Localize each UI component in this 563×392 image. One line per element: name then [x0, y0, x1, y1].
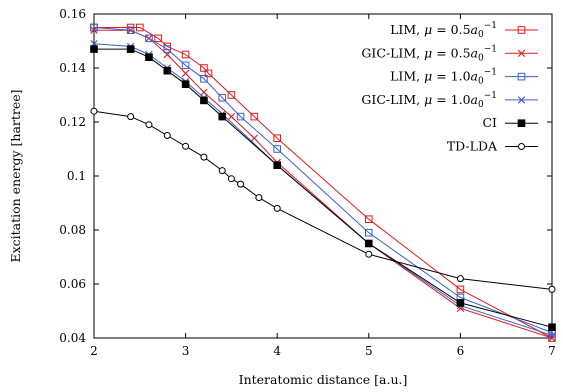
data-point	[548, 323, 556, 331]
y-tick-label: 0.1	[67, 169, 86, 183]
data-point	[456, 299, 465, 307]
legend-entry: TD-LDA	[447, 139, 538, 154]
data-point	[548, 285, 556, 293]
data-point	[154, 34, 162, 43]
data-point	[227, 112, 236, 121]
data-point	[236, 112, 245, 121]
y-tick-label: 0.04	[59, 331, 86, 345]
data-point	[181, 61, 190, 70]
data-point	[126, 26, 135, 34]
legend-entry: GIC-LIM, μ = 0.5a0−1	[361, 44, 538, 63]
data-point	[365, 215, 373, 223]
data-point	[163, 132, 171, 139]
data-point	[200, 88, 208, 96]
data-point	[250, 112, 259, 121]
data-point	[365, 239, 373, 248]
data-point	[163, 66, 172, 75]
series-layer	[90, 23, 556, 342]
data-point	[200, 64, 208, 72]
series-line	[93, 110, 553, 290]
data-point	[181, 50, 190, 59]
data-point	[456, 285, 465, 294]
data-point	[126, 45, 135, 53]
x-axis-label: Interatomic distance [a.u.]	[239, 372, 408, 387]
data-point	[365, 228, 373, 237]
legend-label: LIM, μ = 0.5a0−1	[390, 21, 497, 40]
legend-entry: GIC-LIM, μ = 1.0a0−1	[361, 91, 538, 110]
legend: LIM, μ = 0.5a0−1 GIC-LIM, μ = 0.5a0−1 LIM,…	[361, 21, 538, 154]
data-point	[204, 69, 213, 78]
data-point	[163, 45, 172, 53]
data-point	[517, 96, 526, 104]
x-tick-label: 5	[365, 344, 373, 358]
data-point	[273, 204, 281, 212]
data-point	[227, 91, 236, 99]
data-point	[145, 34, 153, 43]
data-point	[227, 175, 235, 183]
data-point	[517, 26, 526, 34]
x-tick-label: 7	[548, 344, 556, 358]
data-point	[517, 119, 526, 128]
data-point	[250, 134, 258, 142]
data-point	[365, 250, 373, 258]
data-point	[200, 75, 208, 83]
y-tick-label: 0.14	[59, 61, 86, 75]
data-point	[200, 153, 208, 161]
legend-entry: LIM, μ = 0.5a0−1	[390, 21, 538, 40]
data-point	[255, 194, 263, 202]
data-point	[90, 45, 98, 53]
data-point	[273, 161, 281, 169]
series-3	[90, 40, 556, 339]
y-tick-label: 0.16	[59, 7, 86, 21]
series-4	[90, 45, 556, 331]
data-point	[90, 23, 98, 32]
x-tick-label: 4	[273, 344, 281, 358]
data-point	[518, 143, 525, 150]
axis-ticks: 2 3 4 5 6 7 0.04 0.06 0.08 0.1 0.12 0.14 0.16	[59, 7, 556, 358]
data-point	[548, 331, 556, 339]
data-point	[200, 96, 208, 105]
data-point	[182, 142, 190, 150]
data-point	[181, 69, 190, 78]
legend-label: LIM, μ = 1.0a0−1	[390, 68, 497, 87]
legend-label: CI	[482, 115, 497, 130]
series-line	[93, 43, 553, 336]
data-point	[273, 134, 281, 142]
legend-entry: CI	[482, 115, 538, 130]
data-point	[456, 275, 464, 283]
x-tick-label: 2	[90, 344, 98, 358]
x-tick-label: 3	[182, 344, 190, 358]
data-point	[218, 167, 226, 175]
series-2	[90, 23, 556, 337]
data-point	[273, 145, 281, 153]
legend-entry: LIM, μ = 1.0a0−1	[390, 68, 538, 87]
data-point	[517, 72, 526, 81]
data-point	[181, 80, 190, 89]
y-tick-label: 0.06	[59, 277, 86, 291]
data-point	[145, 53, 153, 62]
legend-label: TD-LDA	[447, 139, 498, 154]
y-tick-label: 0.08	[59, 223, 86, 237]
x-tick-label: 6	[457, 344, 465, 358]
y-axis-label: Excitation energy [hartree]	[8, 89, 23, 262]
legend-label: GIC-LIM, μ = 1.0a0−1	[361, 91, 497, 110]
data-point	[237, 180, 245, 188]
data-point	[136, 23, 144, 32]
data-point	[218, 112, 227, 121]
data-point	[127, 113, 135, 121]
data-point	[145, 121, 153, 129]
y-tick-label: 0.12	[59, 115, 86, 129]
data-point	[218, 93, 227, 102]
series-5	[90, 107, 556, 293]
legend-label: GIC-LIM, μ = 0.5a0−1	[361, 44, 497, 63]
data-point	[517, 49, 526, 57]
data-point	[90, 107, 98, 115]
